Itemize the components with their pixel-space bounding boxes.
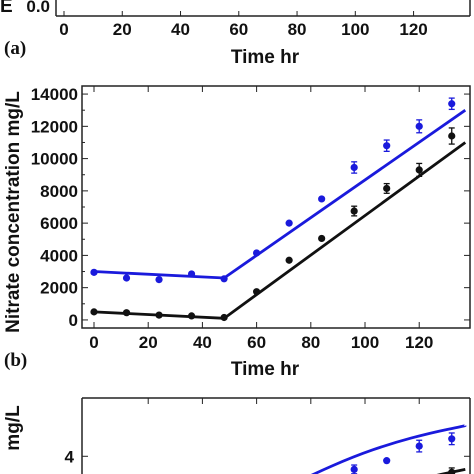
panel-c-fit-curve-black <box>436 468 466 474</box>
panel-b-y-tick-label: 0 <box>69 311 78 330</box>
panel-a-x-tick-label: 60 <box>229 20 248 39</box>
panel-b-plot-frame <box>81 85 471 329</box>
panel-c-fit-curve-blue <box>310 424 466 474</box>
panel-c-y-axis-title: mg/L <box>3 405 24 451</box>
panel-b-x-tick-label: 100 <box>351 333 379 352</box>
panel-b-fit-line-blue <box>93 109 467 280</box>
panel-b-fit-line-black <box>93 141 467 320</box>
panel-b-y-tick-label: 6000 <box>40 214 78 233</box>
panel-b-y-tick-label: 14000 <box>31 85 78 104</box>
panel-b-data-point-blue <box>220 275 228 283</box>
panel-b-data-point-black <box>122 309 131 317</box>
panel-b-x-tick-label: 40 <box>193 333 212 352</box>
panel-b-y-tick-label: 12000 <box>31 117 78 136</box>
panel-c-y-tick-label: 4 <box>65 447 75 466</box>
panel-a-x-tick-label: 80 <box>288 20 307 39</box>
panel-c-data-point-blue <box>350 465 358 473</box>
panel-b-y-tick-label: 2000 <box>40 279 78 298</box>
panel-b-data-point-blue <box>155 276 163 284</box>
panel-b-data-point-black <box>415 166 423 174</box>
panel-b-x-tick-label: 0 <box>89 333 98 352</box>
panel-c-data-point-blue <box>415 442 423 450</box>
panel-b-x-tick-label: 120 <box>405 333 433 352</box>
panel-a-y-tick-label: 0.0 <box>26 0 50 16</box>
panel-b-data-point-black <box>448 132 456 140</box>
panel-b-y-tick-label: 10000 <box>31 150 78 169</box>
panel-b-x-tick-label: 20 <box>139 333 158 352</box>
panel-b-data-point-black <box>187 312 196 320</box>
panel-a-x-tick-label: 120 <box>399 20 427 39</box>
panel-a-x-tick-label: 100 <box>341 20 369 39</box>
panel-a-x-axis-title: Time hr <box>231 47 300 68</box>
panel-b-x-tick-label: 80 <box>301 333 320 352</box>
panel-a-x-tick-label: 40 <box>171 20 190 39</box>
panel-c-data-point-black <box>448 468 456 474</box>
panel-b-x-tick-label: 60 <box>247 333 266 352</box>
panel-b-data-point-black <box>350 207 358 215</box>
panel-a-y-axis-title-fragment: E <box>0 0 13 17</box>
panel-b-data-point-blue <box>318 195 326 203</box>
panel-b-data-point-black <box>383 184 391 193</box>
panel-b-y-axis-title: Nitrate concentration mg/L <box>3 91 24 333</box>
panel-b-data-point-black <box>90 308 98 316</box>
panel-b-data-point-black <box>318 234 326 243</box>
panel-b-data-point-black <box>285 256 293 264</box>
panel-a-label: (a) <box>4 38 26 59</box>
panel-b-data-point-blue <box>122 274 131 282</box>
panel-b-data-point-blue <box>90 268 98 276</box>
panel-b-data-point-black <box>155 311 163 319</box>
panel-b-data-point-black <box>253 288 261 296</box>
panel-b-data-point-black <box>220 313 228 322</box>
panel-b-y-tick-label: 8000 <box>40 182 78 201</box>
panel-b-data-point-blue <box>253 249 261 257</box>
panel-a-x-tick-label: 20 <box>113 20 132 39</box>
panel-c-data-point-blue <box>448 435 456 443</box>
panel-b-label: (b) <box>4 350 27 371</box>
panel-b-data-point-blue <box>350 163 358 172</box>
panel-b-x-axis-title: Time hr <box>231 359 300 380</box>
panel-b-data-point-blue <box>415 122 423 130</box>
panel-b-data-point-blue <box>285 219 293 227</box>
panel-b-data-point-blue <box>187 270 196 278</box>
panel-a-x-tick-label: 0 <box>59 20 68 39</box>
panel-c-data-point-blue <box>383 457 391 465</box>
panel-b-data-point-blue <box>383 142 391 150</box>
panel-b-data-point-blue <box>448 100 456 108</box>
panel-b-y-tick-label: 4000 <box>40 246 78 265</box>
